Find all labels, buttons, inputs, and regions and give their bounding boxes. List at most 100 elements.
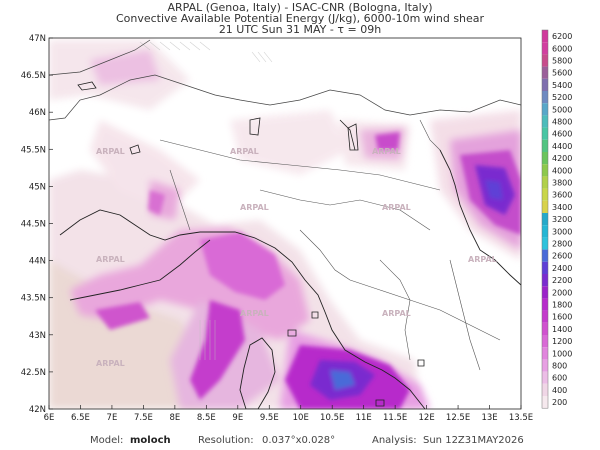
- colorbar-label: 3200: [552, 215, 572, 224]
- colorbar-swatch: [542, 152, 548, 165]
- colorbar-swatch: [542, 310, 548, 323]
- colorbar-label: 5400: [552, 81, 572, 90]
- colorbar-swatch: [542, 115, 548, 128]
- lon-tick-label: 10E: [293, 413, 309, 423]
- colorbar-swatch: [542, 225, 548, 238]
- colorbar-label: 2600: [552, 252, 572, 261]
- watermark: ARPAL: [96, 147, 125, 156]
- colorbar-swatch: [542, 396, 548, 409]
- lon-tick-label: 9E: [232, 413, 243, 423]
- watermarks: ARPAL ARPAL ARPAL ARPAL ARPAL ARPAL ARPA…: [96, 147, 497, 368]
- boundaries: [49, 39, 521, 409]
- colorbar-label: 2800: [552, 240, 572, 249]
- lon-tick-label: 6E: [44, 413, 55, 423]
- colorbar-label: 5200: [552, 93, 572, 102]
- colorbar-frame: [541, 29, 549, 409]
- colorbar-label: 5000: [552, 105, 572, 114]
- colorbar-label: 3400: [552, 203, 572, 212]
- colorbar-label: 1200: [552, 337, 572, 346]
- lon-tick-label: 9.5E: [260, 413, 279, 423]
- lon-tick-label: 7.5E: [134, 413, 153, 423]
- lat-tick-label: 46.5N: [21, 71, 46, 81]
- colorbar-swatch: [542, 383, 548, 396]
- colorbar-label: 6200: [552, 32, 572, 41]
- watermark: ARPAL: [230, 147, 259, 156]
- lon-tick-label: 10.5E: [320, 413, 344, 423]
- colorbar-swatch: [542, 30, 548, 43]
- colorbar-label: 1800: [552, 301, 572, 310]
- colorbar-label: 5600: [552, 69, 572, 78]
- colorbar-label: 3600: [552, 191, 572, 200]
- lon-tick-label: 13E: [481, 413, 497, 423]
- lat-tick-label: 42.5N: [21, 368, 46, 378]
- lon-tick-label: 12.5E: [446, 413, 470, 423]
- lat-tick-label: 44N: [29, 257, 46, 267]
- analysis-label: Analysis:: [372, 435, 417, 446]
- colorbar-swatch: [542, 91, 548, 104]
- colorbar-label: 3000: [552, 227, 572, 236]
- colorbar-label: 1400: [552, 325, 572, 334]
- colorbar-swatch: [542, 335, 548, 348]
- colorbar: 6200 6000 5800 5600 5400 5200 5000 4800 4600 4400…: [541, 29, 572, 409]
- colorbar-swatch: [542, 286, 548, 299]
- colorbar-label: 4800: [552, 118, 572, 127]
- lon-tick-label: 6.5E: [71, 413, 90, 423]
- title-line-2: Convective Available Potential Energy (J…: [115, 12, 485, 25]
- watermark: ARPAL: [468, 255, 497, 264]
- colorbar-swatch: [542, 249, 548, 262]
- colorbar-swatch: [542, 261, 548, 274]
- resolution-label: Resolution:: [198, 435, 254, 446]
- lat-tick-label: 46N: [29, 108, 46, 118]
- lon-tick-label: 13.5E: [509, 413, 533, 423]
- watermark: ARPAL: [240, 203, 269, 212]
- colorbar-swatch: [542, 54, 548, 67]
- watermark: ARPAL: [240, 309, 269, 318]
- colorbar-label: 2200: [552, 276, 572, 285]
- lon-tick-label: 8.5E: [197, 413, 216, 423]
- colorbar-swatch: [542, 139, 548, 152]
- colorbar-label: 400: [552, 386, 567, 395]
- colorbar-label: 800: [552, 362, 567, 371]
- colorbar-swatch: [542, 103, 548, 116]
- watermark: ARPAL: [96, 359, 125, 368]
- colorbar-label: 4200: [552, 154, 572, 163]
- resolution-value: 0.037°x0.028°: [262, 435, 336, 446]
- watermark: ARPAL: [382, 309, 411, 318]
- colorbar-swatch: [542, 322, 548, 335]
- lon-tick-label: 8E: [169, 413, 180, 423]
- lat-tick-label: 44.5N: [21, 220, 46, 230]
- colorbar-swatch: [542, 164, 548, 177]
- colorbar-label: 4600: [552, 130, 572, 139]
- lat-tick-label: 45.5N: [21, 145, 46, 155]
- lat-tick-label: 42N: [29, 405, 46, 415]
- watermark: ARPAL: [96, 255, 125, 264]
- lon-tick-label: 7E: [107, 413, 118, 423]
- colorbar-label: 4000: [552, 166, 572, 175]
- model-label: Model:: [90, 435, 124, 446]
- colorbar-swatch: [542, 347, 548, 360]
- colorbar-swatch: [542, 42, 548, 55]
- colorbar-label: 5800: [552, 57, 572, 66]
- colorbar-swatch: [542, 200, 548, 213]
- colorbar-swatch: [542, 371, 548, 384]
- latitude-axis: 47N 46.5N 46N 45.5N 45N 44.5N 44N 43.5N 43N 42.5N…: [21, 34, 53, 415]
- title-line-1: ARPAL (Genoa, Italy) - ISAC-CNR (Bologna…: [167, 1, 433, 14]
- colorbar-label: 1000: [552, 349, 572, 358]
- longitude-axis: 6E 6.5E 7E 7.5E 8E 8.5E 9E 9.5E 10E 10.5E 11E 11.5E…: [44, 405, 533, 423]
- lat-tick-label: 47N: [29, 34, 46, 44]
- colorbar-swatch: [542, 66, 548, 79]
- watermark: ARPAL: [382, 203, 411, 212]
- colorbar-swatch: [542, 298, 548, 311]
- colorbar-label: 200: [552, 398, 567, 407]
- model-value: moloch: [130, 435, 171, 446]
- lon-tick-label: 11.5E: [383, 413, 407, 423]
- colorbar-swatch: [542, 188, 548, 201]
- lat-tick-label: 45N: [29, 182, 46, 192]
- colorbar-label: 3800: [552, 179, 572, 188]
- colorbar-swatch: [542, 127, 548, 140]
- lon-tick-label: 11E: [356, 413, 372, 423]
- watermark: ARPAL: [372, 147, 401, 156]
- analysis-value: Sun 12Z31MAY2026: [423, 435, 524, 446]
- colorbar-swatch: [542, 274, 548, 287]
- colorbar-swatch: [542, 213, 548, 226]
